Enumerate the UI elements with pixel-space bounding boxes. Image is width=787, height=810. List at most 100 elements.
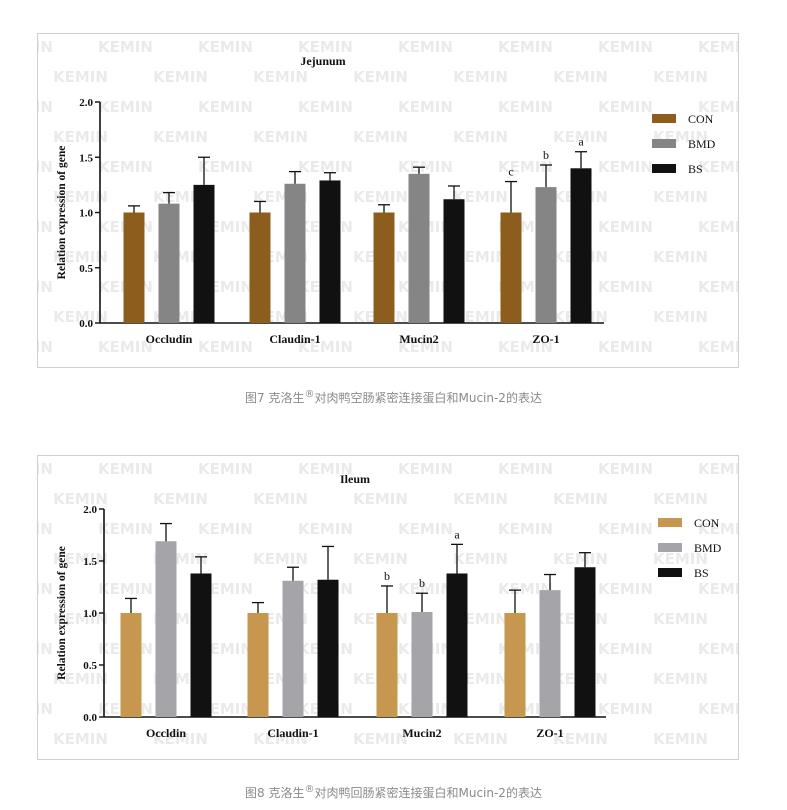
bar-con-mucin2 (373, 212, 395, 323)
watermark-text: KEMIN (453, 308, 508, 326)
watermark-text: KEMIN (38, 640, 53, 658)
watermark-text: KEMIN (38, 338, 53, 356)
watermark-text: KEMIN (598, 278, 653, 296)
watermark-text: KEMIN (98, 520, 153, 538)
y-tick-label: 0.5 (83, 660, 97, 672)
watermark-text: KEMIN (353, 128, 408, 146)
watermark-text: KEMIN (653, 610, 708, 628)
x-tick-label-occldin: Occldin (146, 726, 186, 740)
bar-bmd-zo-1 (539, 590, 561, 717)
y-tick-label: 1.5 (83, 556, 97, 568)
bar-bmd-mucin2 (408, 173, 430, 323)
watermark-text: KEMIN (553, 730, 608, 748)
watermark-text: KEMIN (398, 98, 453, 116)
watermark-text: KEMIN (653, 308, 708, 326)
legend-label-bmd: BMD (694, 541, 722, 555)
bar-bs-zo-1 (570, 168, 592, 323)
watermark-text: KEMIN (353, 490, 408, 508)
watermark-text: KEMIN (453, 188, 508, 206)
legend-swatch-bmd (658, 543, 682, 552)
watermark-text: KEMIN (498, 580, 553, 598)
bar-bmd-mucin2 (411, 611, 433, 717)
watermark-text: KEMIN (698, 700, 738, 718)
watermark-text: KEMIN (53, 68, 108, 86)
watermark-text: KEMIN (698, 218, 738, 236)
watermark-text: KEMIN (653, 670, 708, 688)
watermark-text: KEMIN (298, 38, 353, 56)
jejunum-chart: KEMINKEMINKEMINKEMINKEMINKEMINKEMINKEMIN… (38, 38, 738, 356)
x-tick-label-zo-1: ZO-1 (536, 726, 563, 740)
watermark-text: KEMIN (253, 68, 308, 86)
watermark-text: KEMIN (38, 580, 53, 598)
watermark-text: KEMIN (698, 520, 738, 538)
watermark-text: KEMIN (653, 248, 708, 266)
bar-bs-occldin (190, 573, 212, 717)
watermark-text: KEMIN (38, 38, 53, 56)
watermark-text: KEMIN (53, 248, 108, 266)
watermark-text: KEMIN (698, 338, 738, 356)
watermark-text: KEMIN (198, 580, 253, 598)
y-axis-label: Relation expression of gene (56, 546, 68, 680)
watermark-text: KEMIN (253, 550, 308, 568)
watermark-text: KEMIN (98, 38, 153, 56)
y-tick-label: 0.0 (83, 712, 97, 724)
watermark-text: KEMIN (53, 610, 108, 628)
watermark-text: KEMIN (698, 640, 738, 658)
chart-title: Ileum (340, 472, 370, 486)
y-tick-label: 0.0 (79, 318, 93, 330)
bar-bs-mucin2 (443, 199, 465, 323)
legend-swatch-bmd (652, 139, 676, 148)
watermark-text: KEMIN (153, 68, 208, 86)
watermark-text: KEMIN (453, 490, 508, 508)
y-tick-label: 2.0 (79, 97, 93, 109)
watermark-text: KEMIN (38, 158, 53, 176)
watermark-text: KEMIN (553, 128, 608, 146)
watermark-text: KEMIN (353, 188, 408, 206)
bar-bmd-occldin (155, 541, 177, 717)
watermark-text: KEMIN (198, 338, 253, 356)
ileum-chart-panel: KEMINKEMINKEMINKEMINKEMINKEMINKEMINKEMIN… (37, 455, 739, 760)
x-tick-label-mucin2: Mucin2 (399, 332, 438, 346)
watermark-text: KEMIN (453, 248, 508, 266)
watermark-text: KEMIN (698, 460, 738, 478)
significance-label: b (543, 148, 549, 162)
bar-con-zo-1 (504, 613, 526, 717)
watermark-text: KEMIN (698, 38, 738, 56)
watermark-text: KEMIN (553, 550, 608, 568)
watermark-text: KEMIN (398, 338, 453, 356)
watermark-text: KEMIN (398, 38, 453, 56)
watermark-text: KEMIN (498, 98, 553, 116)
watermark-text: KEMIN (153, 490, 208, 508)
watermark-text: KEMIN (453, 730, 508, 748)
x-tick-label-claudin-1: Claudin-1 (267, 726, 318, 740)
watermark-text: KEMIN (98, 338, 153, 356)
watermark-text: KEMIN (598, 700, 653, 718)
x-tick-label-claudin-1: Claudin-1 (269, 332, 320, 346)
figure7-caption-suffix: 对肉鸭空肠紧密连接蛋白和Mucin-2的表达 (314, 391, 542, 405)
y-tick-label: 1.5 (79, 152, 93, 164)
watermark-text: KEMIN (198, 38, 253, 56)
bar-bs-claudin-1 (317, 579, 339, 717)
watermark-text: KEMIN (253, 128, 308, 146)
y-tick-label: 0.5 (79, 263, 93, 275)
watermark-text: KEMIN (498, 338, 553, 356)
watermark-text: KEMIN (653, 730, 708, 748)
significance-label: c (508, 165, 513, 179)
watermark-text: KEMIN (498, 158, 553, 176)
watermark-text: KEMIN (153, 730, 208, 748)
watermark-text: KEMIN (198, 640, 253, 658)
legend-swatch-con (658, 518, 682, 527)
watermark-text: KEMIN (38, 278, 53, 296)
significance-label: a (578, 135, 584, 149)
watermark-text: KEMIN (38, 218, 53, 236)
x-tick-label-occludin: Occludin (146, 332, 193, 346)
watermark-text: KEMIN (498, 38, 553, 56)
watermark-text: KEMIN (53, 550, 108, 568)
watermark-text: KEMIN (98, 158, 153, 176)
watermark-text: KEMIN (353, 68, 408, 86)
watermark-text: KEMIN (53, 308, 108, 326)
watermark-text: KEMIN (453, 550, 508, 568)
watermark-text: KEMIN (298, 338, 353, 356)
watermark-text: KEMIN (38, 460, 53, 478)
watermark-text: KEMIN (298, 98, 353, 116)
